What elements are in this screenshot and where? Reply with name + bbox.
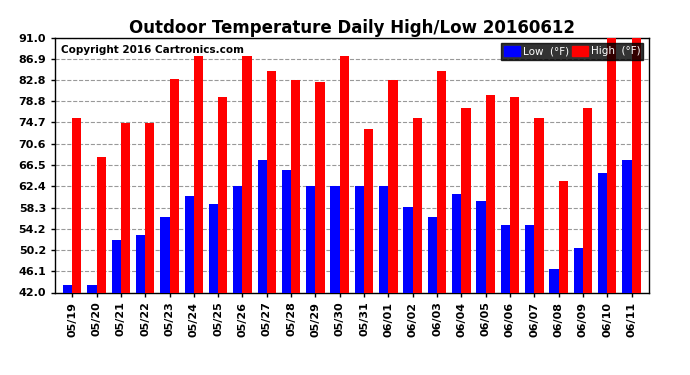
Bar: [257, 160, 267, 292]
Bar: [121, 123, 130, 292]
Bar: [88, 285, 97, 292]
Bar: [209, 204, 218, 292]
Bar: [170, 79, 179, 292]
Title: Outdoor Temperature Daily High/Low 20160612: Outdoor Temperature Daily High/Low 20160…: [129, 20, 575, 38]
Bar: [63, 285, 72, 292]
Bar: [510, 98, 519, 292]
Bar: [315, 82, 325, 292]
Bar: [339, 56, 349, 292]
Bar: [452, 194, 462, 292]
Bar: [388, 80, 397, 292]
Bar: [607, 38, 616, 292]
Bar: [549, 269, 559, 292]
Bar: [145, 123, 155, 292]
Text: Copyright 2016 Cartronics.com: Copyright 2016 Cartronics.com: [61, 45, 244, 55]
Bar: [97, 157, 106, 292]
Bar: [72, 118, 81, 292]
Bar: [185, 196, 194, 292]
Bar: [291, 80, 300, 292]
Bar: [413, 118, 422, 292]
Bar: [282, 170, 291, 292]
Bar: [525, 225, 534, 292]
Bar: [218, 98, 228, 292]
Bar: [136, 235, 145, 292]
Bar: [306, 186, 315, 292]
Bar: [583, 108, 592, 292]
Bar: [462, 108, 471, 292]
Bar: [194, 56, 203, 292]
Bar: [559, 181, 568, 292]
Bar: [476, 201, 486, 292]
Bar: [573, 248, 583, 292]
Bar: [233, 186, 242, 292]
Legend: Low  (°F), High  (°F): Low (°F), High (°F): [501, 43, 643, 60]
Bar: [622, 160, 631, 292]
Bar: [364, 129, 373, 292]
Bar: [242, 56, 252, 292]
Bar: [379, 186, 388, 292]
Bar: [501, 225, 510, 292]
Bar: [486, 95, 495, 292]
Bar: [267, 71, 276, 292]
Bar: [631, 38, 641, 292]
Bar: [428, 217, 437, 292]
Bar: [404, 207, 413, 292]
Bar: [331, 186, 339, 292]
Bar: [534, 118, 544, 292]
Bar: [112, 240, 121, 292]
Bar: [437, 71, 446, 292]
Bar: [598, 173, 607, 292]
Bar: [160, 217, 170, 292]
Bar: [355, 186, 364, 292]
